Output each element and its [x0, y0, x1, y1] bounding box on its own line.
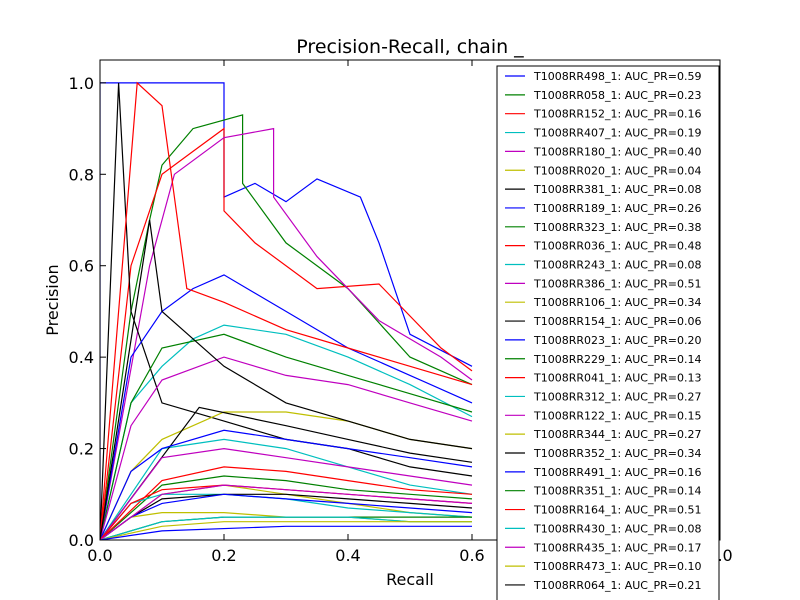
x-tick-label-3: 0.6: [459, 546, 484, 565]
legend-label-12: T1008RR106_1: AUC_PR=0.34: [533, 296, 701, 309]
legend-label-11: T1008RR386_1: AUC_PR=0.51: [533, 277, 701, 290]
y-tick-label-0: 0.0: [69, 531, 94, 550]
legend-box: [496, 65, 720, 600]
legend-label-27: T1008RR064_1: AUC_PR=0.21: [533, 579, 701, 592]
series-line-16: [100, 466, 473, 540]
y-tick-label-4: 0.8: [69, 165, 94, 184]
series-line-6: [100, 82, 473, 540]
legend-label-9: T1008RR036_1: AUC_PR=0.48: [533, 240, 701, 253]
series-line-4: [100, 127, 473, 540]
legend-label-19: T1008RR344_1: AUC_PR=0.27: [533, 428, 701, 441]
series-layer: [100, 81, 473, 540]
y-axis-label: Precision: [43, 264, 62, 335]
series-line-26: [100, 521, 472, 540]
y-tick-label-1: 0.2: [69, 440, 94, 459]
legend-label-5: T1008RR020_1: AUC_PR=0.04: [533, 164, 701, 177]
series-line-15: [100, 475, 473, 540]
tick-layer: 0.0 0.2 0.4 0.6 1.00.00.20.40.60.81.0: [69, 60, 733, 565]
series-line-9: [100, 81, 473, 540]
chart-title: Precision-Recall, chain _: [296, 36, 524, 58]
axes-frame: [99, 59, 721, 541]
legend-label-14: T1008RR023_1: AUC_PR=0.20: [533, 334, 701, 347]
legend-label-13: T1008RR154_1: AUC_PR=0.06: [533, 315, 701, 328]
legend-label-28: T1008RR497_1: AUC_PR=0.05: [533, 598, 701, 600]
legend-label-3: T1008RR407_1: AUC_PR=0.19: [533, 127, 701, 140]
series-line-21: [100, 493, 473, 540]
legend-label-2: T1008RR152_1: AUC_PR=0.16: [533, 108, 701, 121]
legend-label-18: T1008RR122_1: AUC_PR=0.15: [533, 409, 701, 422]
legend-label-6: T1008RR381_1: AUC_PR=0.08: [533, 183, 701, 196]
series-line-8: [100, 333, 473, 540]
y-tick-label-3: 0.6: [69, 257, 94, 276]
x-tick-label-1: 0.2: [211, 546, 236, 565]
x-axis-label: Recall: [386, 570, 434, 589]
legend-label-7: T1008RR189_1: AUC_PR=0.26: [533, 202, 701, 215]
series-line-25: [100, 484, 473, 540]
series-line-11: [100, 356, 473, 540]
series-line-0: [100, 82, 473, 540]
legend-label-23: T1008RR164_1: AUC_PR=0.51: [533, 504, 701, 517]
x-tick-label-2: 0.4: [335, 546, 360, 565]
legend-label-26: T1008RR473_1: AUC_PR=0.10: [533, 560, 701, 573]
legend-label-20: T1008RR352_1: AUC_PR=0.34: [533, 447, 701, 460]
series-line-14: [100, 429, 473, 540]
y-tick-label-2: 0.4: [69, 348, 94, 367]
legend-label-22: T1008RR351_1: AUC_PR=0.14: [533, 485, 701, 498]
legend-label-25: T1008RR435_1: AUC_PR=0.17: [533, 541, 701, 554]
series-line-3: [100, 324, 473, 540]
series-line-27: [100, 219, 473, 540]
series-line-7: [100, 274, 473, 540]
legend-label-10: T1008RR243_1: AUC_PR=0.08: [533, 259, 701, 272]
y-tick-label-5: 1.0: [69, 74, 94, 93]
x-tick-label-0: 0.0: [87, 546, 112, 565]
series-line-28: [100, 525, 472, 540]
legend-label-1: T1008RR058_1: AUC_PR=0.23: [533, 89, 701, 102]
series-line-2: [100, 127, 473, 540]
legend-label-4: T1008RR180_1: AUC_PR=0.40: [533, 145, 701, 158]
legend-label-0: T1008RR498_1: AUC_PR=0.59: [533, 70, 701, 83]
series-line-18: [100, 447, 473, 540]
legend-label-15: T1008RR229_1: AUC_PR=0.14: [533, 353, 701, 366]
legend-label-21: T1008RR491_1: AUC_PR=0.16: [533, 466, 701, 479]
legend-label-16: T1008RR041_1: AUC_PR=0.13: [533, 372, 701, 385]
legend-label-17: T1008RR312_1: AUC_PR=0.27: [533, 390, 701, 403]
legend: T1008RR498_1: AUC_PR=0.59 T1008RR058_1: A…: [496, 65, 720, 600]
series-line-1: [100, 114, 473, 540]
legend-label-24: T1008RR430_1: AUC_PR=0.08: [533, 522, 701, 535]
legend-label-8: T1008RR323_1: AUC_PR=0.38: [533, 221, 701, 234]
series-line-13: [100, 406, 473, 540]
